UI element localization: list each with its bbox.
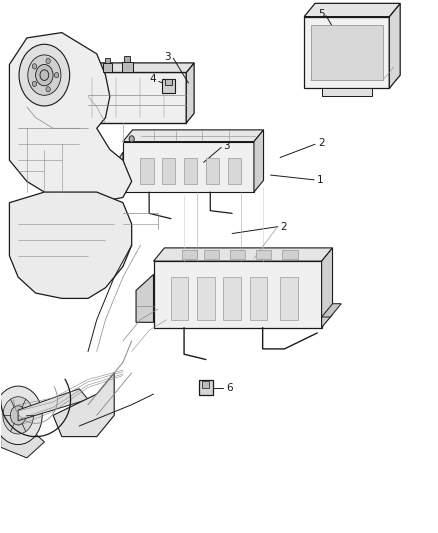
Circle shape	[32, 81, 37, 86]
Bar	[162, 158, 175, 184]
Circle shape	[35, 64, 53, 86]
Polygon shape	[1, 426, 44, 458]
Polygon shape	[153, 248, 332, 261]
Polygon shape	[199, 380, 213, 395]
Text: 3: 3	[164, 52, 171, 61]
Polygon shape	[304, 17, 389, 88]
Text: 5: 5	[318, 9, 325, 19]
Bar	[171, 277, 188, 320]
Polygon shape	[304, 3, 400, 17]
Text: 4: 4	[149, 75, 156, 84]
Circle shape	[19, 44, 70, 106]
Bar	[103, 63, 112, 72]
Circle shape	[46, 87, 50, 92]
Polygon shape	[88, 72, 186, 123]
Bar	[197, 277, 215, 320]
Bar	[202, 381, 209, 387]
Polygon shape	[321, 248, 332, 328]
Text: 2: 2	[318, 138, 325, 148]
Polygon shape	[311, 25, 383, 80]
Polygon shape	[182, 250, 197, 259]
Bar	[223, 277, 241, 320]
Polygon shape	[204, 250, 219, 259]
Polygon shape	[123, 130, 264, 142]
Bar	[206, 158, 219, 184]
Bar	[184, 158, 197, 184]
Text: 3: 3	[223, 141, 230, 151]
Polygon shape	[18, 389, 88, 421]
Bar	[105, 58, 110, 63]
Circle shape	[3, 397, 33, 434]
Circle shape	[11, 406, 26, 425]
Circle shape	[46, 58, 50, 63]
Text: 6: 6	[226, 383, 233, 393]
Circle shape	[0, 386, 42, 445]
Bar	[141, 158, 153, 184]
Circle shape	[28, 55, 61, 95]
Polygon shape	[10, 192, 132, 298]
Bar	[165, 79, 172, 85]
Polygon shape	[123, 142, 254, 192]
Polygon shape	[88, 63, 194, 72]
Polygon shape	[256, 250, 272, 259]
Polygon shape	[321, 88, 372, 96]
Circle shape	[40, 70, 49, 80]
Bar	[280, 277, 297, 320]
Text: 2: 2	[281, 222, 287, 232]
Polygon shape	[114, 152, 123, 187]
Bar	[124, 56, 131, 62]
Circle shape	[32, 64, 37, 69]
Circle shape	[129, 136, 134, 142]
Polygon shape	[254, 130, 264, 192]
Polygon shape	[53, 373, 114, 437]
Polygon shape	[389, 3, 400, 88]
Polygon shape	[283, 250, 297, 259]
Polygon shape	[230, 250, 245, 259]
Polygon shape	[153, 261, 321, 328]
Polygon shape	[186, 63, 194, 123]
Bar	[122, 62, 133, 72]
Circle shape	[54, 72, 59, 78]
Polygon shape	[321, 304, 341, 317]
Polygon shape	[162, 79, 175, 93]
Text: 1: 1	[317, 175, 324, 185]
Polygon shape	[10, 33, 132, 203]
Bar	[250, 277, 267, 320]
Polygon shape	[136, 274, 153, 322]
Bar	[228, 158, 241, 184]
